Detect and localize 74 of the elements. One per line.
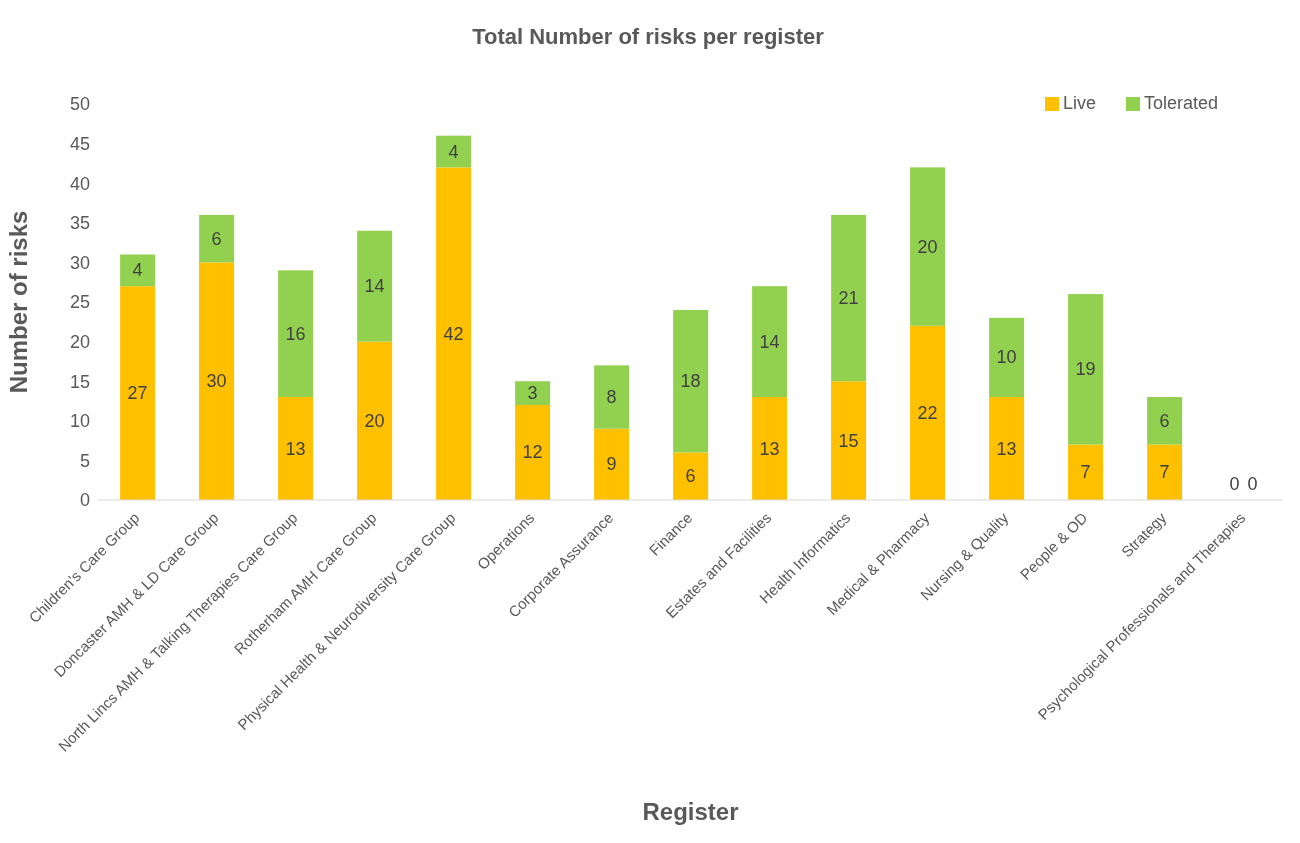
- bar: [594, 428, 630, 500]
- data-label: 13: [996, 438, 1017, 459]
- bar: [199, 214, 235, 263]
- bar: [357, 341, 393, 500]
- bar: [673, 452, 709, 500]
- bar: [673, 309, 709, 453]
- legend-label: Tolerated: [1143, 93, 1218, 113]
- bar: [515, 404, 551, 500]
- bar: [594, 365, 630, 429]
- chart-title: Total Number of risks per register: [471, 24, 825, 50]
- y-tick-label: 25: [69, 292, 90, 313]
- bar: [1068, 294, 1104, 445]
- legend-label: Live: [1062, 93, 1096, 113]
- data-label: 16: [285, 323, 306, 344]
- data-label: 19: [1075, 359, 1096, 380]
- y-tick-label: 20: [69, 331, 90, 352]
- data-label: 14: [759, 331, 780, 352]
- bar: [120, 254, 156, 287]
- bar: [910, 167, 946, 326]
- data-label: 13: [285, 438, 306, 459]
- data-label: 22: [917, 402, 938, 423]
- data-label: 0: [1247, 474, 1258, 494]
- data-label: 21: [838, 288, 859, 309]
- data-label: 6: [1159, 410, 1170, 431]
- data-label: 3: [527, 383, 538, 404]
- bar: [831, 381, 867, 500]
- y-tick-label: 30: [69, 252, 90, 273]
- data-label: 18: [680, 371, 701, 392]
- bar: [989, 397, 1025, 500]
- bar: [357, 230, 393, 342]
- y-axis-title: Number of risks: [4, 210, 32, 394]
- data-label: 12: [522, 442, 543, 463]
- bar: [515, 381, 551, 405]
- y-tick-label: 10: [69, 411, 90, 432]
- data-label: 15: [838, 430, 859, 451]
- y-tick-label: 45: [69, 133, 90, 154]
- bar: [278, 270, 314, 398]
- data-label: 20: [917, 236, 938, 257]
- bar: [199, 262, 235, 500]
- bar: [120, 286, 156, 500]
- data-label: 8: [606, 387, 617, 408]
- bar: [989, 317, 1025, 398]
- bar: [910, 325, 946, 500]
- bar: [752, 397, 788, 500]
- data-label: 20: [364, 410, 385, 431]
- data-label: 27: [127, 383, 148, 404]
- bar: [278, 397, 314, 500]
- data-label: 9: [606, 454, 617, 475]
- y-tick-label: 0: [79, 490, 90, 511]
- data-label: 7: [1080, 462, 1091, 483]
- bar: [752, 286, 788, 398]
- data-label: 14: [364, 276, 385, 297]
- x-axis-title: Register: [642, 798, 739, 825]
- data-label: 6: [685, 466, 696, 487]
- data-label: 6: [211, 228, 222, 249]
- data-label: 4: [132, 260, 143, 281]
- bar: [831, 214, 867, 382]
- bar: [436, 135, 472, 168]
- y-tick-label: 50: [69, 94, 90, 115]
- data-label: 30: [206, 371, 227, 392]
- bar: [1147, 397, 1183, 445]
- y-tick-label: 40: [69, 173, 90, 194]
- data-label: 0: [1229, 474, 1240, 494]
- bar: [1068, 444, 1104, 500]
- y-tick-label: 5: [79, 450, 90, 471]
- data-label: 7: [1159, 462, 1170, 483]
- data-label: 42: [443, 323, 464, 344]
- y-tick-label: 35: [69, 213, 90, 234]
- data-label: 4: [448, 141, 459, 162]
- bar: [1147, 444, 1183, 500]
- data-label: 10: [996, 347, 1017, 368]
- bar: [436, 167, 472, 500]
- data-label: 13: [759, 438, 780, 459]
- y-tick-label: 15: [69, 371, 90, 392]
